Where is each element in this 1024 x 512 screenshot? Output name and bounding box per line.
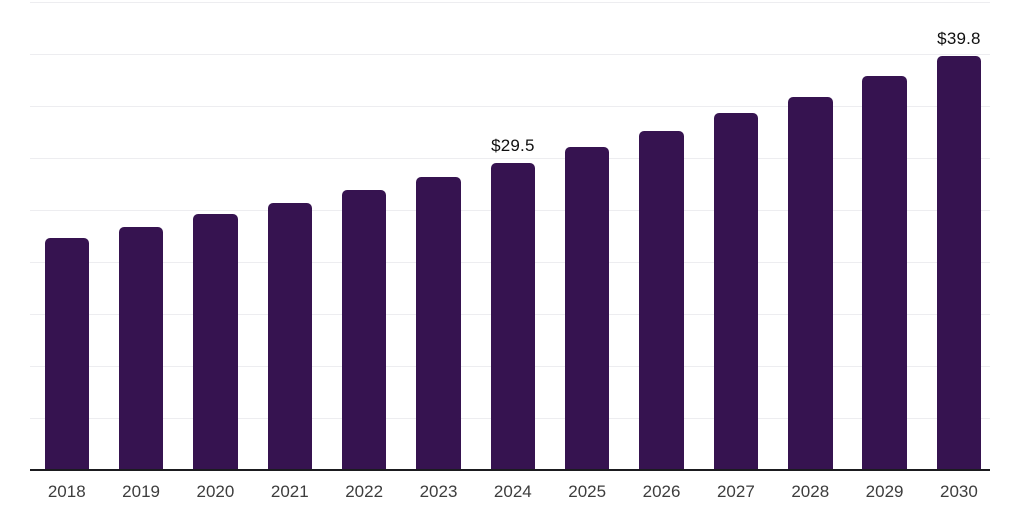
- x-tick-label-2022: 2022: [345, 482, 384, 501]
- gridline: [30, 2, 990, 3]
- x-tick-label-2025: 2025: [568, 482, 607, 501]
- x-tick-label-2028: 2028: [791, 482, 830, 501]
- x-tick-label-2027: 2027: [716, 482, 755, 501]
- x-tick-label-2020: 2020: [196, 482, 235, 501]
- bar-2022: [341, 190, 387, 470]
- x-tick-label-2018: 2018: [47, 482, 86, 501]
- bar-2028: [788, 96, 833, 470]
- x-tick-label-2019: 2019: [122, 482, 161, 501]
- bar-2030: [936, 56, 982, 470]
- bar-2027: [713, 113, 759, 470]
- plot-area: $29.5 $39.8: [30, 2, 990, 470]
- x-tick-label-2030: 2030: [940, 482, 978, 501]
- gridline: [30, 157, 990, 159]
- bar-2019: [118, 226, 164, 470]
- bar-value-label-2030: $39.8: [937, 29, 981, 49]
- x-tick-label-2026: 2026: [642, 482, 681, 501]
- x-axis-line: [30, 469, 990, 471]
- bar-2024: [490, 163, 536, 470]
- gridline: [30, 106, 990, 107]
- bar-2021: [267, 202, 313, 470]
- x-tick-label-2023: 2023: [419, 482, 458, 501]
- x-tick-label-2024: 2024: [493, 482, 532, 501]
- x-tick-label-2029: 2029: [865, 482, 904, 501]
- bar-2020: [193, 214, 238, 470]
- bar-2026: [639, 130, 684, 470]
- bar-2029: [862, 75, 907, 470]
- x-axis-tick-labels: 2018 2019 2020 2021 2022 2023 2024 2025 2026 2027…: [30, 480, 990, 508]
- bar-2025: [564, 146, 610, 470]
- bar-2023: [416, 176, 461, 470]
- gridline: [30, 54, 990, 55]
- bar-2018: [44, 238, 89, 470]
- x-tick-label-2021: 2021: [270, 482, 309, 501]
- bar-value-label-2024: $29.5: [491, 136, 535, 156]
